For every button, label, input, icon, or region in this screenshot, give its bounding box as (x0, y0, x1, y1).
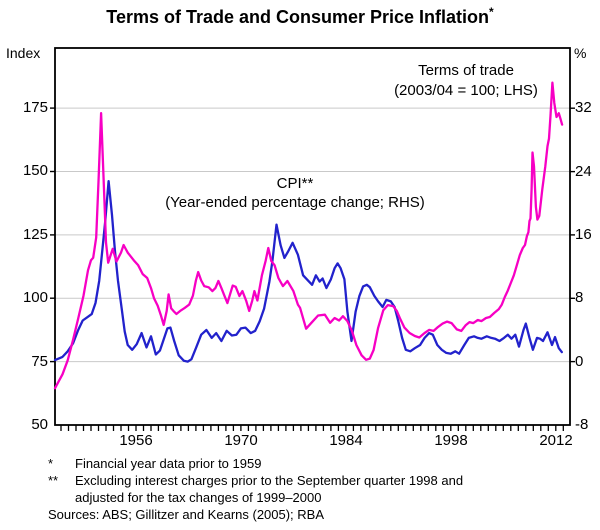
footnote-2-text-line1: Excluding interest charges prior to the … (75, 473, 464, 488)
left-axis-unit-label: Index (6, 45, 41, 61)
sources-line: Sources: ABS; Gillitzer and Kearns (2005… (48, 507, 325, 522)
terms-of-trade-legend: Terms of trade (2003/04 = 100; LHS) (368, 61, 564, 101)
terms-of-trade-legend-label: Terms of trade (418, 62, 514, 79)
chart-title-text: Terms of Trade and Consumer Price Inflat… (106, 7, 490, 27)
title-footnote-marker: * (489, 5, 494, 19)
terms-of-trade-line (53, 81, 564, 390)
footnote-1-marker: * (48, 456, 54, 471)
right-axis-unit-label: % (574, 45, 587, 61)
cpi-legend-sub: (Year-ended percentage change; RHS) (165, 194, 425, 211)
cpi-legend: CPI** (Year-ended percentage change; RHS… (135, 174, 455, 212)
terms-of-trade-legend-sub: (2003/04 = 100; LHS) (394, 82, 538, 99)
cpi-legend-label: CPI** (276, 175, 314, 192)
footnote-2-marker: ** (48, 473, 59, 488)
footnote-1-text: Financial year data prior to 1959 (75, 456, 262, 471)
page-title: Terms of Trade and Consumer Price Inflat… (0, 5, 600, 28)
cpi-line (53, 179, 563, 363)
plot-frame (54, 47, 571, 426)
footnote-2-text-line2: adjusted for the tax changes of 1999–200… (75, 490, 322, 505)
